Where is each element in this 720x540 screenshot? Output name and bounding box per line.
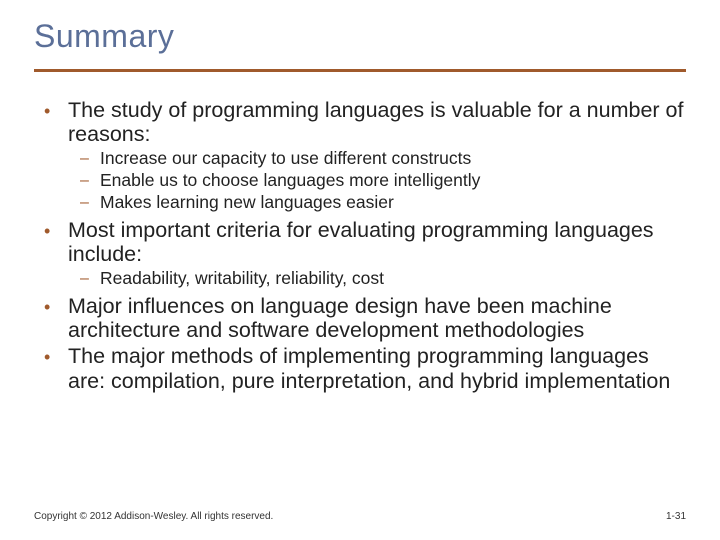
sub-bullet-dash-icon: – (80, 192, 100, 214)
bullet-dot-icon: • (40, 344, 68, 370)
bullet-item: •The study of programming languages is v… (40, 98, 686, 214)
sub-bullet-text: Enable us to choose languages more intel… (100, 170, 480, 191)
bullet-text: The study of programming languages is va… (68, 98, 686, 146)
sub-bullet-item: –Readability, writability, reliability, … (40, 268, 686, 290)
bullet-text: Most important criteria for evaluating p… (68, 218, 686, 266)
sub-bullet-dash-icon: – (80, 170, 100, 192)
bullet-dot-icon: • (40, 218, 68, 244)
content-area: •The study of programming languages is v… (34, 98, 686, 393)
copyright-text: Copyright © 2012 Addison-Wesley. All rig… (34, 511, 273, 522)
bullet-row: •Most important criteria for evaluating … (40, 218, 686, 266)
page-number: 1-31 (666, 511, 686, 522)
sub-bullet-item: –Enable us to choose languages more inte… (40, 170, 686, 192)
sub-bullet-list: –Readability, writability, reliability, … (40, 268, 686, 290)
bullet-item: •Major influences on language design hav… (40, 294, 686, 342)
title-rule (34, 69, 686, 72)
bullet-row: •Major influences on language design hav… (40, 294, 686, 342)
sub-bullet-item: –Increase our capacity to use different … (40, 148, 686, 170)
bullet-dot-icon: • (40, 98, 68, 124)
sub-bullet-text: Increase our capacity to use different c… (100, 148, 471, 169)
sub-bullet-text: Readability, writability, reliability, c… (100, 268, 384, 289)
bullet-dot-icon: • (40, 294, 68, 320)
bullet-row: •The study of programming languages is v… (40, 98, 686, 146)
bullet-list: •The study of programming languages is v… (40, 98, 686, 393)
bullet-text: Major influences on language design have… (68, 294, 686, 342)
bullet-item: •Most important criteria for evaluating … (40, 218, 686, 290)
sub-bullet-list: –Increase our capacity to use different … (40, 148, 686, 214)
sub-bullet-dash-icon: – (80, 148, 100, 170)
sub-bullet-text: Makes learning new languages easier (100, 192, 394, 213)
bullet-text: The major methods of implementing progra… (68, 344, 686, 392)
bullet-row: •The major methods of implementing progr… (40, 344, 686, 392)
slide-title: Summary (34, 18, 686, 55)
sub-bullet-item: –Makes learning new languages easier (40, 192, 686, 214)
bullet-item: •The major methods of implementing progr… (40, 344, 686, 392)
sub-bullet-dash-icon: – (80, 268, 100, 290)
slide-container: Summary •The study of programming langua… (0, 0, 720, 393)
footer: Copyright © 2012 Addison-Wesley. All rig… (34, 511, 686, 522)
